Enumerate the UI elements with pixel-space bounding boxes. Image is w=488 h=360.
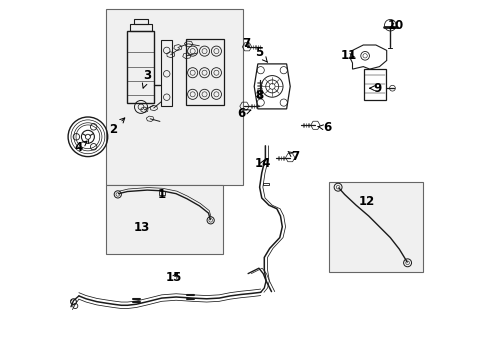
Text: 9: 9 bbox=[369, 82, 381, 95]
Text: 3: 3 bbox=[142, 69, 151, 88]
Bar bbox=[161, 40, 172, 106]
Bar bbox=[130, 24, 151, 31]
Text: 6: 6 bbox=[236, 107, 250, 120]
Bar bbox=[134, 19, 148, 24]
Text: 2: 2 bbox=[109, 118, 124, 136]
Text: 10: 10 bbox=[387, 19, 403, 32]
Bar bbox=[363, 69, 385, 100]
Bar bbox=[127, 31, 154, 103]
Bar bbox=[159, 191, 164, 195]
Bar bbox=[263, 183, 269, 185]
Text: 11: 11 bbox=[340, 49, 356, 62]
Text: 12: 12 bbox=[358, 195, 374, 208]
Text: 15: 15 bbox=[166, 271, 182, 284]
Bar bbox=[186, 39, 224, 105]
Bar bbox=[106, 185, 223, 254]
Text: 8: 8 bbox=[254, 89, 263, 102]
Text: 7: 7 bbox=[242, 37, 250, 50]
Bar bbox=[106, 9, 242, 185]
Text: 5: 5 bbox=[254, 46, 267, 62]
Text: 7: 7 bbox=[287, 150, 298, 163]
Text: 6: 6 bbox=[317, 121, 331, 134]
Text: 1: 1 bbox=[157, 188, 165, 201]
Text: 13: 13 bbox=[134, 221, 150, 234]
Bar bbox=[328, 182, 422, 272]
Text: 4: 4 bbox=[75, 141, 87, 154]
Text: 14: 14 bbox=[254, 157, 270, 170]
